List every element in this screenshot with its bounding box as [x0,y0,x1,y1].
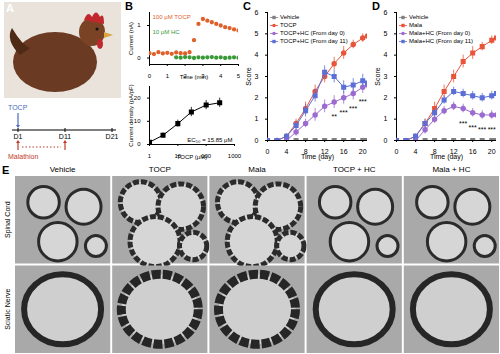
svg-text:2: 2 [255,94,259,101]
svg-text:16: 16 [340,148,348,155]
svg-text:1: 1 [255,115,259,122]
html-text:C: C [243,0,251,12]
svg-text:20: 20 [488,148,496,155]
svg-text:***: *** [340,109,348,116]
svg-text:10: 10 [134,118,141,124]
svg-text:0: 0 [384,137,388,144]
svg-text:**: ** [331,113,337,120]
svg-text:16: 16 [469,148,477,155]
svg-text:Current density (pA/pF): Current density (pA/pF) [128,84,134,146]
svg-text:6: 6 [384,9,388,16]
svg-text:***: *** [488,126,496,133]
svg-text:5: 5 [237,73,241,79]
svg-text:D11: D11 [59,133,71,140]
svg-text:D21: D21 [106,133,119,140]
svg-text:Time (min): Time (min) [180,74,208,80]
svg-text:0: 0 [266,148,270,155]
svg-text:1: 1 [166,73,170,79]
svg-text:Vehicle: Vehicle [50,165,76,174]
svg-text:0: 0 [148,73,152,79]
svg-text:TOCP (μM): TOCP (μM) [177,154,208,160]
svg-text:Mala: Mala [248,165,266,174]
svg-text:6: 6 [255,9,259,16]
html-text:Mala+HC (From day 0): Mala+HC (From day 0) [409,30,471,36]
svg-text:TOCP: TOCP [149,165,171,174]
svg-text:4: 4 [384,51,388,58]
svg-text:D1: D1 [14,133,23,140]
svg-text:EC₅₀ = 15.85 μM: EC₅₀ = 15.85 μM [187,137,232,143]
svg-text:Score: Score [245,67,252,85]
svg-text:4: 4 [414,148,418,155]
html-text:TOCP+HC (From day 11): TOCP+HC (From day 11) [280,38,348,44]
svg-text:2: 2 [384,94,388,101]
svg-text:1: 1 [148,153,152,159]
svg-text:Mala + HC: Mala + HC [432,165,470,174]
html-text:Vehicle: Vehicle [409,14,429,20]
svg-text:5: 5 [384,30,388,37]
html-text:TOCP: TOCP [280,22,297,28]
svg-text:0: 0 [137,55,141,61]
svg-text:TOCP: TOCP [8,104,28,111]
svg-text:0: 0 [395,148,399,155]
svg-text:Time (day): Time (day) [301,153,334,161]
svg-text:Malathion: Malathion [8,153,38,160]
html-text:Vehicle: Vehicle [280,14,300,20]
svg-text:TOCP + HC: TOCP + HC [333,165,376,174]
svg-text:4: 4 [255,51,259,58]
svg-text:Current (nA): Current (nA) [128,22,134,55]
svg-text:3: 3 [384,73,388,80]
svg-text:***: *** [469,124,477,131]
html-text:TOCP+HC (From day 0): TOCP+HC (From day 0) [280,30,345,36]
svg-text:0: 0 [137,141,141,147]
svg-text:3: 3 [255,73,259,80]
svg-text:Time (day): Time (day) [430,153,463,161]
html-text:Mala: Mala [409,22,422,28]
svg-text:20: 20 [359,148,367,155]
html-text:D: D [372,0,380,12]
svg-text:1000: 1000 [228,153,242,159]
svg-text:4: 4 [285,148,289,155]
html-text:E: E [2,164,10,176]
svg-text:1: 1 [137,22,141,28]
html-text:Mala+HC (From day 11): Mala+HC (From day 11) [409,38,474,44]
svg-text:0: 0 [255,137,259,144]
svg-text:100 μM TOCP: 100 μM TOCP [153,14,191,20]
svg-text:Score: Score [374,67,381,85]
svg-text:5: 5 [255,30,259,37]
svg-text:4: 4 [219,73,223,79]
svg-text:***: *** [349,105,357,112]
html-text:B: B [125,0,133,12]
svg-text:10 μM HC: 10 μM HC [153,29,181,35]
svg-text:Spinal Cord: Spinal Cord [4,201,12,238]
svg-text:20: 20 [134,95,141,101]
svg-text:1: 1 [384,115,388,122]
svg-text:***: *** [459,120,467,127]
svg-text:***: *** [359,98,367,105]
html-text:A: A [6,2,14,14]
svg-text:Sciatic Nerve: Sciatic Nerve [4,289,11,330]
svg-text:***: *** [478,126,486,133]
